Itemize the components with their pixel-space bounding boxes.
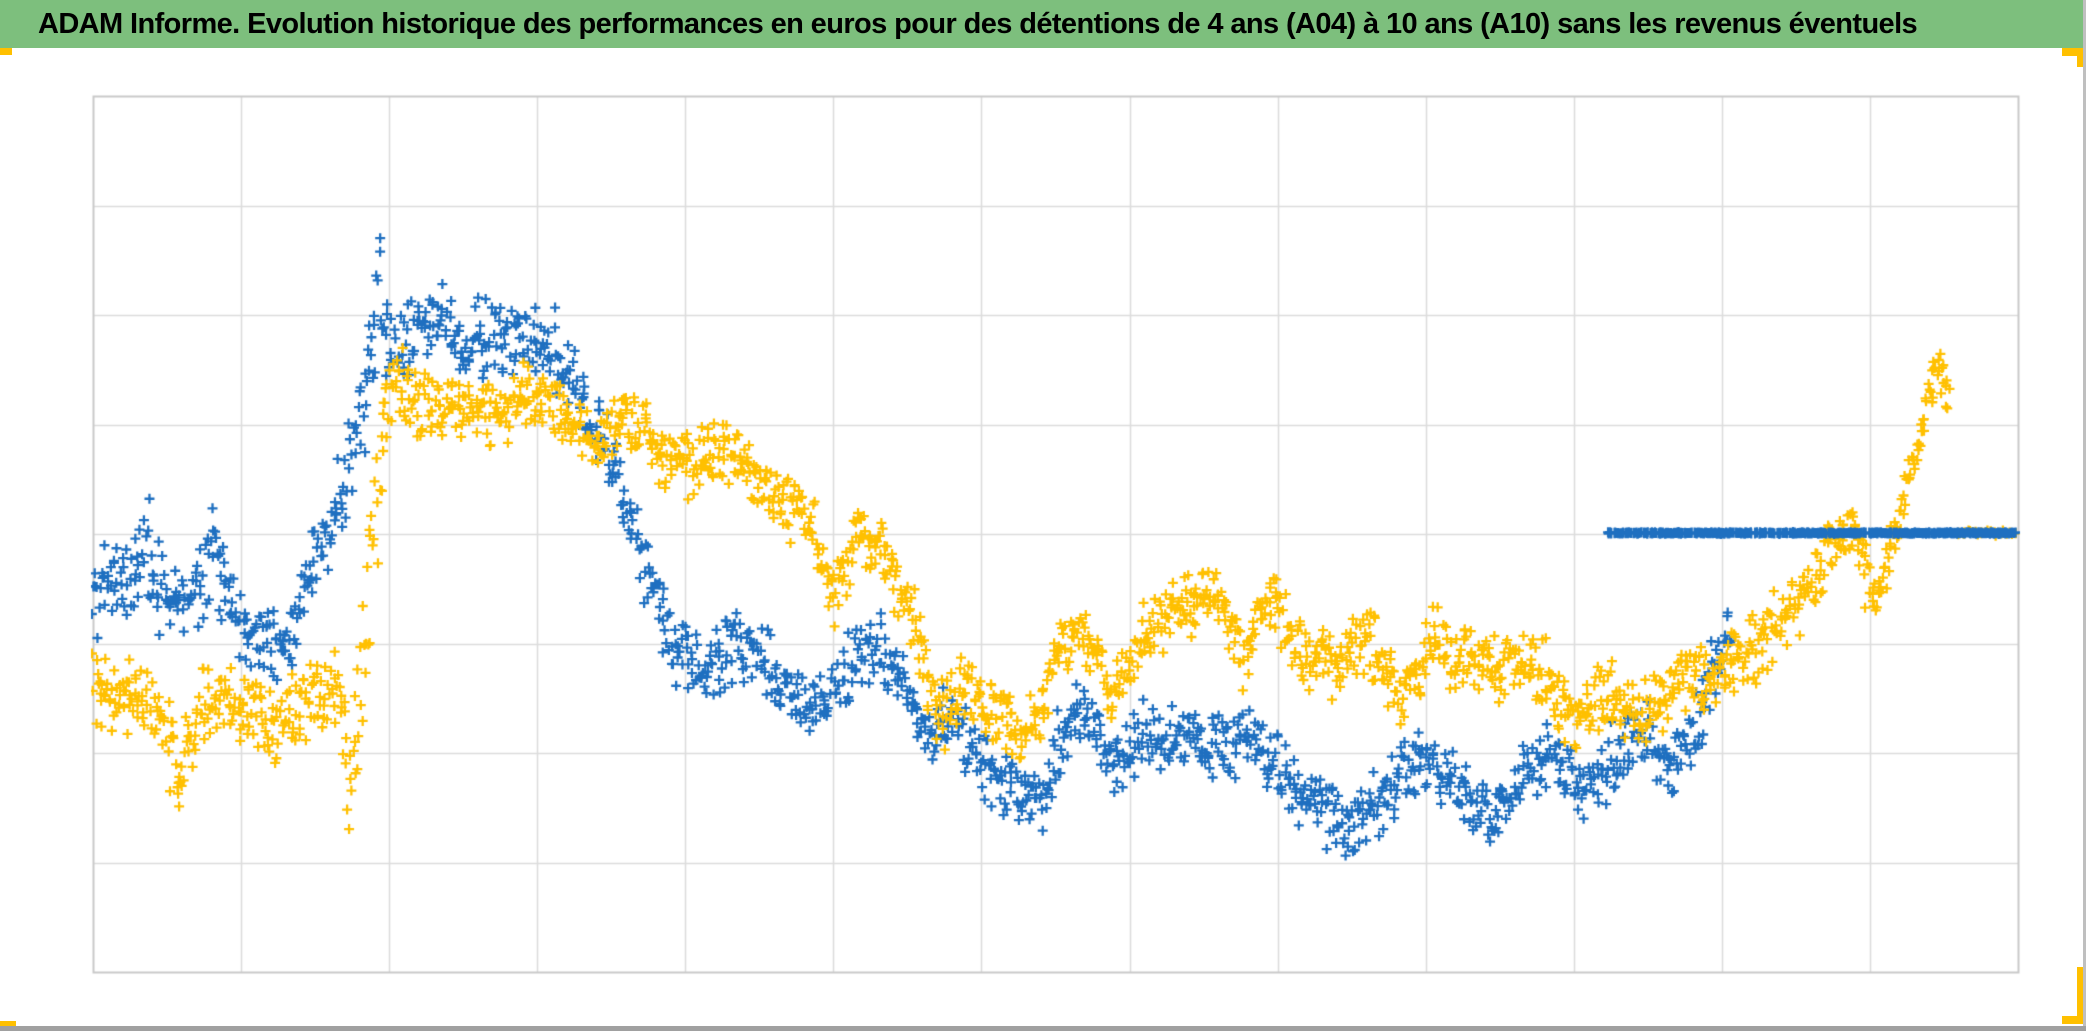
performance-scatter-canvas: [0, 48, 2086, 1026]
accent-bottom-left: [0, 1021, 16, 1028]
right-edge-rule: [2083, 0, 2086, 1031]
bottom-rule: [0, 1026, 2086, 1031]
accent-top-right-vertical: [2077, 48, 2086, 67]
chart-region: [0, 48, 2086, 1026]
title-bar: ADAM Informe. Evolution historique des p…: [0, 0, 2083, 48]
accent-top-right-horizontal: [2062, 48, 2086, 56]
accent-bottom-right-vertical: [2077, 967, 2086, 1024]
accent-top-left: [0, 48, 12, 55]
page-title: ADAM Informe. Evolution historique des p…: [38, 8, 1918, 40]
accent-bottom-right-horizontal: [2062, 1016, 2086, 1024]
